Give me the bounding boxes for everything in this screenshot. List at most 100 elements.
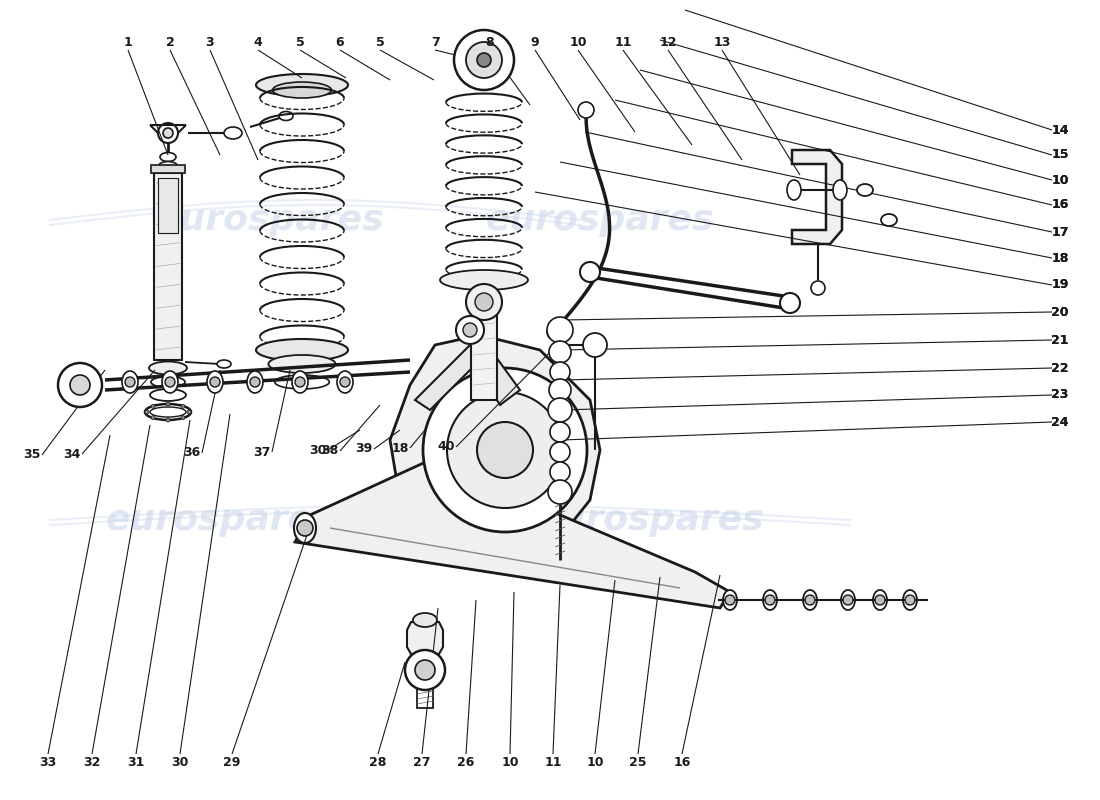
Circle shape [549,379,571,401]
Circle shape [295,377,305,387]
Bar [158,178,178,233]
Text: 14: 14 [1052,123,1069,137]
Text: 20: 20 [1052,306,1069,318]
Text: 18: 18 [1052,251,1069,265]
Ellipse shape [292,371,308,393]
Bar [471,280,497,400]
Text: 19: 19 [1052,278,1069,291]
Ellipse shape [279,111,293,121]
Circle shape [583,333,607,357]
Text: 10: 10 [1052,174,1069,186]
Circle shape [463,323,477,337]
Circle shape [780,293,800,313]
Text: 19: 19 [1052,278,1069,291]
Text: 40: 40 [438,441,454,454]
Circle shape [550,462,570,482]
Circle shape [905,595,915,605]
Ellipse shape [873,590,887,610]
Text: 25: 25 [629,755,647,769]
Circle shape [549,341,571,363]
Ellipse shape [786,180,801,200]
Text: 15: 15 [1052,149,1069,162]
Polygon shape [792,150,842,244]
Text: 10: 10 [570,35,586,49]
Ellipse shape [833,180,847,200]
Ellipse shape [162,371,178,393]
Bar [417,672,433,708]
Ellipse shape [275,375,329,389]
Circle shape [424,368,587,532]
Text: 14: 14 [1052,123,1069,137]
Text: 23: 23 [1052,389,1069,402]
Text: 18: 18 [392,442,409,454]
Ellipse shape [881,214,896,226]
Text: 11: 11 [614,35,631,49]
Polygon shape [407,622,443,654]
Circle shape [477,422,534,478]
Ellipse shape [145,404,191,420]
Text: 38: 38 [321,445,339,458]
Ellipse shape [158,162,178,173]
Circle shape [187,410,191,414]
Ellipse shape [337,371,353,393]
Circle shape [158,123,178,143]
Text: 6: 6 [336,35,344,49]
Circle shape [550,442,570,462]
Bar [154,173,182,360]
Text: 9: 9 [530,35,539,49]
Circle shape [547,324,563,340]
Ellipse shape [217,360,231,368]
Ellipse shape [842,590,855,610]
Ellipse shape [763,590,777,610]
Ellipse shape [811,281,825,295]
Ellipse shape [857,184,873,196]
Circle shape [843,595,852,605]
Text: 16: 16 [1052,198,1069,211]
Ellipse shape [723,590,737,610]
Circle shape [578,102,594,118]
Text: 32: 32 [84,755,101,769]
Circle shape [182,404,185,408]
Circle shape [764,595,776,605]
Text: 5: 5 [375,35,384,49]
Text: 39: 39 [355,442,373,455]
Circle shape [125,377,135,387]
Circle shape [725,595,735,605]
Circle shape [548,480,572,504]
Circle shape [297,520,313,536]
Ellipse shape [803,590,817,610]
Circle shape [547,317,573,343]
Text: 11: 11 [544,755,562,769]
Ellipse shape [224,127,242,139]
Ellipse shape [151,377,185,387]
Ellipse shape [440,270,528,290]
Text: 31: 31 [128,755,145,769]
Text: 33: 33 [40,755,56,769]
Ellipse shape [273,82,331,98]
Text: 29: 29 [223,755,241,769]
Ellipse shape [294,513,316,543]
Text: 26: 26 [458,755,475,769]
Text: 12: 12 [659,35,676,49]
Ellipse shape [256,339,348,361]
Polygon shape [415,335,520,410]
Ellipse shape [903,590,917,610]
Circle shape [405,650,446,690]
Text: eurospares: eurospares [106,503,334,537]
Circle shape [477,53,491,67]
Text: 4: 4 [254,35,263,49]
Circle shape [805,595,815,605]
Text: 13: 13 [713,35,730,49]
Circle shape [447,392,563,508]
Text: 16: 16 [1052,198,1069,211]
Text: 22: 22 [1052,362,1069,374]
Text: 7: 7 [430,35,439,49]
Ellipse shape [160,153,176,162]
Circle shape [475,293,493,311]
Circle shape [165,377,175,387]
Text: 23: 23 [1052,389,1069,402]
Text: 5: 5 [296,35,305,49]
Text: 24: 24 [1052,415,1069,429]
Circle shape [874,595,886,605]
Text: 34: 34 [64,447,80,461]
